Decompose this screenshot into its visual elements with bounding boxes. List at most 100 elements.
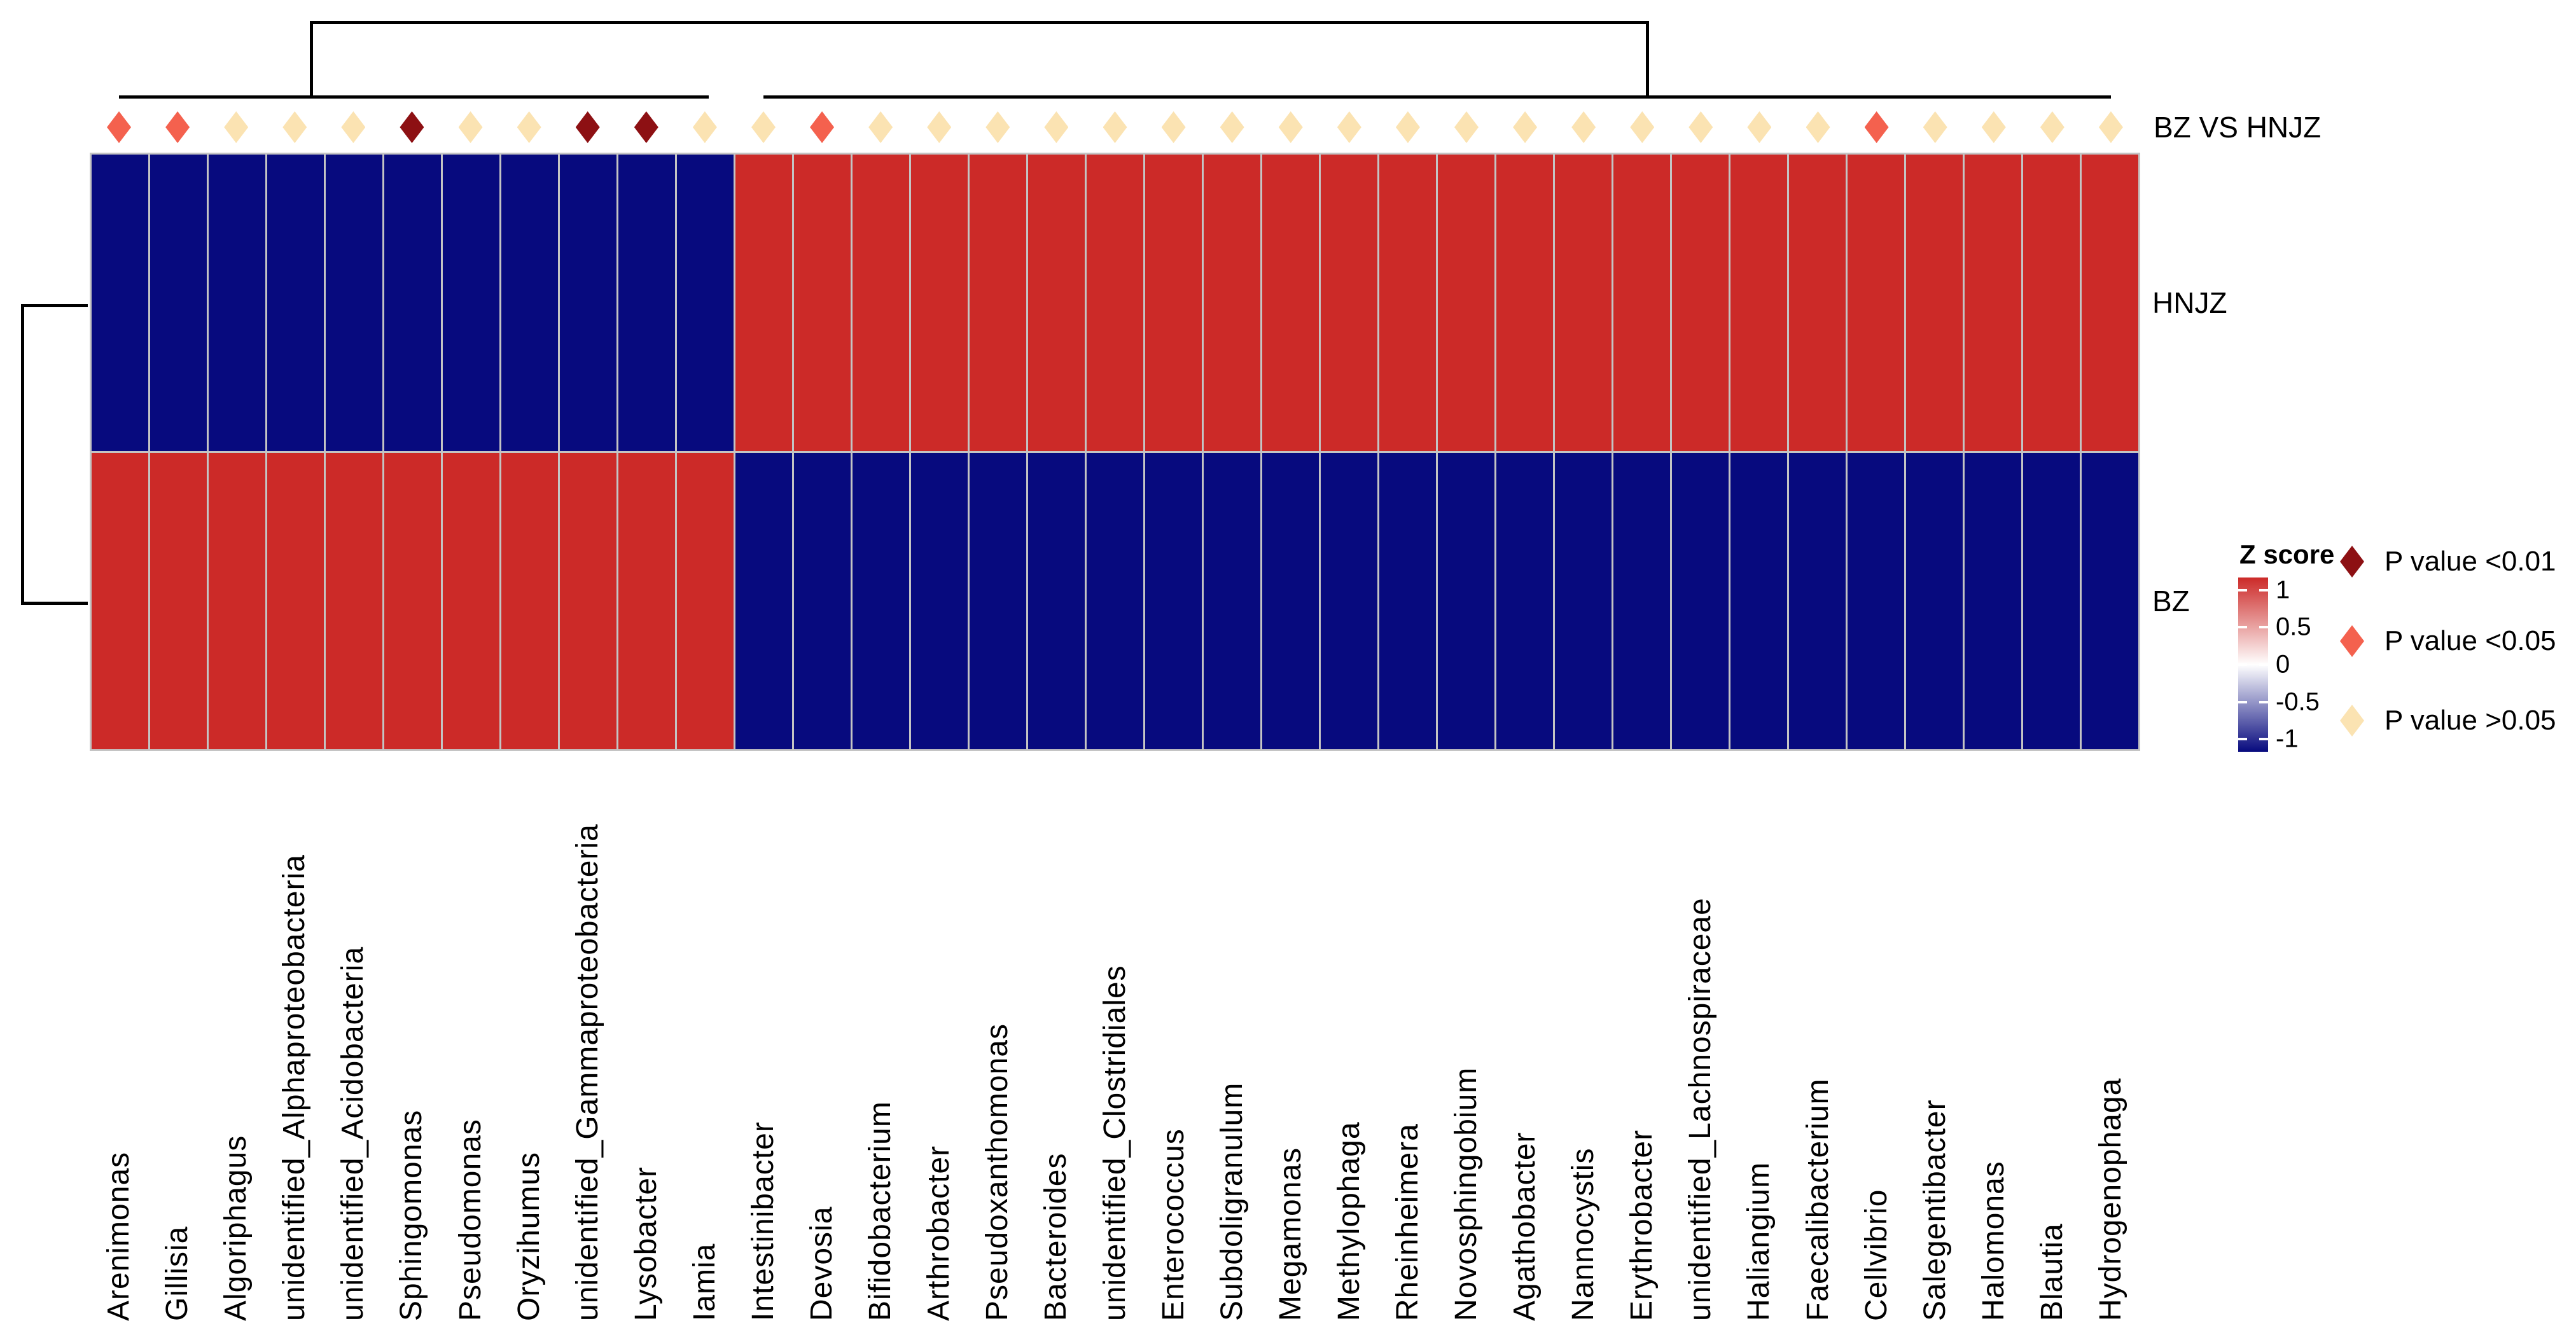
heatmap-cell bbox=[384, 155, 441, 451]
column-label: Faecalibacterium bbox=[1800, 1078, 1835, 1321]
colorbar-tick-dash bbox=[2259, 663, 2268, 666]
column-label: Intestinibacter bbox=[746, 1121, 780, 1321]
heatmap-cell bbox=[735, 155, 792, 451]
column-label: Nannocystis bbox=[1566, 1147, 1601, 1321]
colorbar-tick-label: -0.5 bbox=[2276, 688, 2320, 716]
pvalue-diamond bbox=[1044, 111, 1069, 143]
pvalue-diamond bbox=[1688, 111, 1713, 143]
heatmap-cell bbox=[1262, 155, 1319, 451]
colorbar-tick-label: 1 bbox=[2276, 576, 2290, 604]
column-label: Cellvibrio bbox=[1859, 1189, 1893, 1321]
heatmap-cell bbox=[1848, 453, 1904, 749]
heatmap-cell bbox=[1496, 155, 1553, 451]
column-label: Devosia bbox=[805, 1206, 839, 1321]
heatmap-cell bbox=[677, 453, 734, 749]
row-label-bz: BZ bbox=[2152, 584, 2190, 618]
heatmap-cell bbox=[853, 155, 909, 451]
heatmap-cell bbox=[2023, 453, 2080, 749]
pvalue-diamond bbox=[458, 111, 483, 143]
pvalue-diamond bbox=[1454, 111, 1479, 143]
top-dendrogram-root-bar bbox=[310, 21, 1649, 24]
column-label: Blautia bbox=[2035, 1223, 2069, 1321]
heatmap-cell bbox=[1087, 453, 1143, 749]
heatmap-cell bbox=[911, 155, 968, 451]
heatmap-cell bbox=[2082, 155, 2138, 451]
pvalue-diamond bbox=[868, 111, 893, 143]
colorbar-tick-dash bbox=[2259, 588, 2268, 591]
heatmap-cell bbox=[1906, 453, 1963, 749]
heatmap-cell bbox=[1613, 453, 1670, 749]
colorbar-tick-dash bbox=[2259, 626, 2268, 629]
pvalue-diamond bbox=[751, 111, 776, 143]
colorbar-tick-dash bbox=[2238, 663, 2247, 666]
heatmap-cell bbox=[1145, 453, 1202, 749]
heatmap-cell bbox=[1613, 155, 1670, 451]
heatmap-cell bbox=[384, 453, 441, 749]
pvalue-diamond bbox=[1747, 111, 1772, 143]
heatmap-cell bbox=[794, 453, 851, 749]
top-dendrogram-left-drop bbox=[310, 21, 313, 99]
heatmap-cell bbox=[326, 453, 382, 749]
pvalue-legend-diamond bbox=[2340, 705, 2364, 737]
heatmap-cell bbox=[794, 155, 851, 451]
column-label: Salegentibacter bbox=[1918, 1099, 1952, 1321]
pvalue-diamond bbox=[1220, 111, 1244, 143]
column-label: Erythrobacter bbox=[1625, 1129, 1659, 1321]
colorbar-tick-label: 0 bbox=[2276, 650, 2290, 679]
row-dendrogram-spine bbox=[21, 304, 24, 605]
column-label: Agathobacter bbox=[1508, 1131, 1542, 1321]
pvalue-diamond bbox=[1161, 111, 1186, 143]
row-dendrogram-bottom-branch bbox=[21, 602, 88, 605]
column-label: Subdoligranulum bbox=[1215, 1082, 1249, 1321]
heatmap-cell bbox=[267, 155, 324, 451]
column-label: Pseudoxanthomonas bbox=[980, 1023, 1015, 1321]
colorbar-tick-dash bbox=[2238, 700, 2247, 703]
heatmap-cell bbox=[92, 155, 148, 451]
pvalue-diamond bbox=[985, 111, 1010, 143]
heatmap-cell bbox=[970, 453, 1026, 749]
heatmap-cell bbox=[1848, 155, 1904, 451]
heatmap-cell bbox=[443, 453, 499, 749]
pvalue-legend-diamond bbox=[2340, 625, 2364, 657]
column-label: Algoriphagus bbox=[219, 1135, 253, 1321]
heatmap-cell bbox=[1438, 155, 1494, 451]
heatmap-cell bbox=[267, 453, 324, 749]
heatmap-cell bbox=[1028, 155, 1085, 451]
heatmap-cell bbox=[1379, 155, 1436, 451]
pvalue-diamond bbox=[517, 111, 541, 143]
heatmap-grid bbox=[90, 153, 2140, 751]
heatmap-cell bbox=[1789, 155, 1846, 451]
pvalue-diamond bbox=[575, 111, 600, 143]
column-label: Arthrobacter bbox=[922, 1145, 956, 1321]
pvalue-diamond bbox=[400, 111, 424, 143]
colorbar-tick-label: 0.5 bbox=[2276, 612, 2311, 641]
pvalue-diamond bbox=[1923, 111, 1947, 143]
heatmap-cell bbox=[1555, 453, 1612, 749]
top-dendrogram-right-cluster-bar bbox=[763, 95, 2111, 99]
zscore-colorbar bbox=[2238, 578, 2268, 752]
column-label: Rheinheimera bbox=[1390, 1123, 1424, 1321]
column-label: Oryzihumus bbox=[512, 1151, 546, 1321]
heatmap-cell bbox=[1730, 453, 1787, 749]
colorbar-tick-dash bbox=[2259, 738, 2268, 741]
heatmap-cell bbox=[1438, 453, 1494, 749]
heatmap-cell bbox=[853, 453, 909, 749]
column-label: Sphingomonas bbox=[394, 1109, 429, 1321]
heatmap-cell bbox=[443, 155, 499, 451]
heatmap-cell bbox=[1672, 453, 1729, 749]
column-label: unidentified_Clostridiales bbox=[1097, 965, 1132, 1321]
pvalue-diamond bbox=[282, 111, 307, 143]
column-label: Haliangium bbox=[1742, 1161, 1776, 1321]
column-label: Pseudomonas bbox=[453, 1119, 487, 1321]
column-label: Gillisia bbox=[160, 1226, 195, 1321]
row-label-hnjz: HNJZ bbox=[2152, 286, 2227, 319]
heatmap-cell bbox=[1204, 453, 1260, 749]
pvalue-diamond bbox=[1337, 111, 1361, 143]
colorbar-tick-dash bbox=[2238, 738, 2247, 741]
heatmap-cell bbox=[2082, 453, 2138, 749]
column-label: Iamia bbox=[687, 1243, 721, 1321]
pvalue-diamond bbox=[927, 111, 952, 143]
heatmap-cell bbox=[1204, 155, 1260, 451]
pvalue-diamond bbox=[1278, 111, 1303, 143]
heatmap-cell bbox=[1262, 453, 1319, 749]
